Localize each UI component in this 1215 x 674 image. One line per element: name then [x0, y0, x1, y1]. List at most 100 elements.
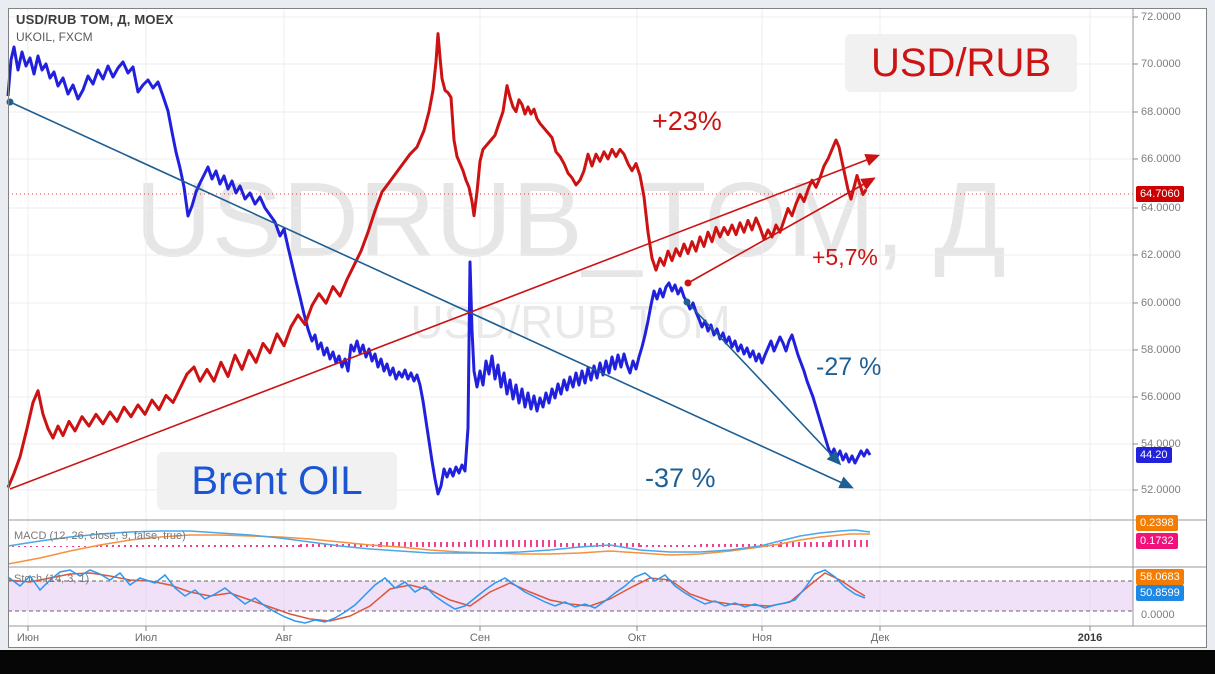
price-tick-label: 60.0000	[1141, 297, 1181, 309]
price-tick-label: 64.0000	[1141, 202, 1181, 214]
macd-histogram-bar	[416, 542, 418, 547]
macd-histogram-bar	[232, 545, 234, 547]
bottom-black-bar	[0, 650, 1215, 674]
macd-histogram-bar	[718, 544, 720, 547]
macd-histogram-bar	[256, 545, 258, 547]
macd-histogram-bar	[646, 545, 648, 547]
macd-histogram-bar	[560, 543, 562, 547]
macd-histogram-bar	[458, 542, 460, 547]
macd-histogram-bar	[754, 544, 756, 547]
macd-histogram-bar	[118, 545, 120, 547]
time-axis-label: Авг	[275, 632, 293, 644]
price-tick-label: 68.0000	[1141, 106, 1181, 118]
macd-histogram-bar	[694, 545, 696, 547]
macd-histogram-bar	[136, 545, 138, 547]
macd-histogram-bar	[348, 544, 350, 547]
macd-histogram-bar	[12, 546, 14, 547]
time-axis-label: Сен	[469, 632, 491, 644]
time-axis-label: Дек	[870, 632, 890, 644]
price-tick-label: 72.0000	[1141, 11, 1181, 23]
macd-histogram-bar	[428, 542, 430, 547]
macd-histogram-bar	[190, 545, 192, 547]
macd-histogram-bar	[830, 540, 832, 547]
stoch-band	[8, 581, 1133, 611]
trend-line-anchor-dot	[6, 98, 14, 106]
macd-histogram-bar	[464, 542, 466, 547]
macd-histogram-bar	[688, 545, 690, 547]
macd-indicator-label[interactable]: MACD (12, 26, close, 9, false, true)	[14, 530, 186, 542]
macd-histogram-bar	[244, 545, 246, 547]
macd-histogram-bar	[810, 542, 812, 547]
macd-histogram-bar	[736, 544, 738, 547]
change-annotation: -37 %	[645, 463, 716, 493]
trend-line	[686, 301, 842, 466]
macd-histogram-bar	[306, 544, 308, 547]
macd-histogram-bar	[446, 542, 448, 547]
macd-histogram-bar	[434, 542, 436, 547]
macd-histogram-bar	[572, 543, 574, 547]
macd-histogram-bar	[640, 545, 642, 547]
macd-histogram-bar	[620, 543, 622, 547]
stoch-indicator-label[interactable]: Stoch (14, 3, 1)	[14, 573, 90, 585]
macd-histogram-bar	[822, 542, 824, 547]
macd-histogram-bar	[682, 545, 684, 547]
macd-histogram-bar	[404, 542, 406, 547]
macd-histogram-bar	[590, 543, 592, 547]
overlay-symbol-title[interactable]: UKOIL, FXCM	[16, 30, 93, 44]
macd-histogram-bar	[730, 544, 732, 547]
macd-histogram-bar	[536, 540, 538, 547]
macd-histogram-bar	[724, 544, 726, 547]
macd-histogram-bar	[816, 542, 818, 547]
time-axis-label: Июл	[134, 632, 158, 644]
macd-histogram-bar	[196, 545, 198, 547]
indicator-value-tag: 58.0683	[1136, 569, 1184, 585]
macd-histogram-bar	[482, 540, 484, 547]
macd-histogram-bar	[548, 540, 550, 547]
macd-histogram-bar	[596, 543, 598, 547]
macd-histogram-bar	[202, 545, 204, 547]
macd-histogram-bar	[280, 545, 282, 547]
trend-line-anchor-dot	[684, 279, 692, 287]
macd-histogram-bar	[342, 544, 344, 547]
trend-line	[687, 177, 876, 284]
macd-histogram-bar	[106, 545, 108, 547]
macd-histogram-bar	[214, 545, 216, 547]
macd-histogram-bar	[712, 544, 714, 547]
macd-histogram-bar	[554, 540, 556, 547]
macd-histogram-bar	[518, 540, 520, 547]
macd-histogram-bar	[452, 542, 454, 547]
macd-histogram-bar	[848, 540, 850, 547]
macd-histogram-bar	[748, 544, 750, 547]
macd-histogram-bar	[54, 546, 56, 547]
macd-histogram-bar	[24, 546, 26, 547]
legend: USD/RUB TOM, Д, MOEX UKOIL, FXCM	[16, 12, 173, 44]
macd-histogram-bar	[804, 542, 806, 547]
price-tick-label: 58.0000	[1141, 344, 1181, 356]
macd-histogram-bar	[300, 544, 302, 547]
macd-histogram-bar	[142, 545, 144, 547]
macd-histogram-bar	[172, 545, 174, 547]
macd-histogram-bar	[512, 540, 514, 547]
time-scale[interactable]	[8, 626, 1207, 648]
price-tick-label: 70.0000	[1141, 58, 1181, 70]
brent-series-line	[6, 45, 872, 496]
macd-histogram-bar	[614, 543, 616, 547]
time-axis-label: Июн	[16, 632, 40, 644]
macd-histogram-bar	[860, 540, 862, 547]
watermark-symbol-secondary: USD/RUB TOM	[410, 296, 731, 348]
macd-histogram-bar	[220, 545, 222, 547]
macd-histogram-bar	[48, 546, 50, 547]
chart-canvas[interactable]	[8, 8, 1207, 648]
macd-histogram-bar	[318, 544, 320, 547]
macd-histogram-bar	[632, 543, 634, 547]
indicator-value-tag: 0.2398	[1136, 515, 1178, 531]
symbol-title[interactable]: USD/RUB TOM, Д, MOEX	[16, 12, 174, 27]
macd-histogram-bar	[124, 545, 126, 547]
indicator-value-tag: 0.1732	[1136, 533, 1178, 549]
macd-histogram-bar	[262, 545, 264, 547]
price-tick-label: 62.0000	[1141, 249, 1181, 261]
macd-histogram-bar	[828, 542, 830, 547]
macd-histogram-bar	[410, 542, 412, 547]
